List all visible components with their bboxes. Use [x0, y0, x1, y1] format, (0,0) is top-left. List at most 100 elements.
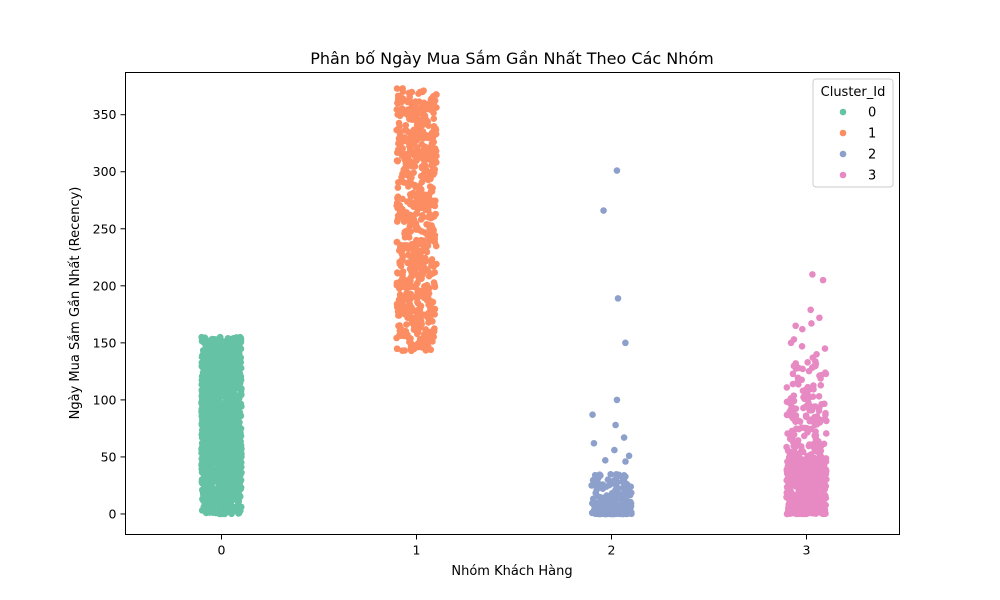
data-point — [216, 333, 224, 341]
data-point — [414, 203, 421, 210]
data-point — [198, 446, 205, 454]
data-point — [789, 370, 797, 378]
data-point — [216, 485, 223, 492]
data-point — [223, 444, 231, 451]
legend-frame — [812, 78, 894, 188]
y-tick-label: 200 — [93, 278, 117, 293]
data-point — [213, 449, 220, 456]
data-point — [809, 354, 817, 361]
data-point — [410, 126, 418, 134]
data-point — [427, 346, 435, 354]
data-point — [418, 178, 426, 186]
data-point — [402, 121, 410, 129]
x-axis-ticks: 0 1 2 3 — [218, 534, 810, 558]
data-point — [792, 322, 799, 330]
data-point — [817, 467, 824, 475]
data-point — [590, 501, 598, 509]
data-point — [783, 398, 791, 406]
data-point — [205, 508, 212, 516]
data-point — [794, 378, 801, 386]
data-point — [622, 339, 629, 347]
data-point — [822, 411, 829, 419]
data-point — [201, 426, 209, 434]
data-point — [211, 349, 218, 356]
data-point — [783, 443, 790, 451]
data-point — [791, 499, 798, 507]
data-point — [398, 329, 405, 336]
data-point — [432, 197, 439, 205]
data-point — [231, 439, 238, 447]
data-point — [198, 439, 206, 447]
y-axis-ticks: 0 50 100 150 200 250 300 350 — [93, 107, 126, 521]
data-point — [421, 201, 429, 209]
chart-title: Phân bố Ngày Mua Sắm Gần Nhất Theo Các N… — [310, 49, 713, 68]
data-point — [208, 440, 215, 448]
data-point — [816, 372, 823, 379]
data-point — [212, 416, 219, 423]
data-point — [816, 314, 823, 322]
legend-label: 1 — [868, 127, 876, 142]
y-axis-label: Ngày Mua Sắm Gần Nhất (Recency) — [68, 187, 83, 420]
data-point — [430, 115, 438, 122]
data-point — [234, 416, 241, 424]
data-point — [431, 145, 439, 152]
data-point — [427, 188, 435, 196]
data-point — [218, 402, 226, 410]
data-point — [394, 157, 401, 165]
data-point — [415, 148, 423, 155]
data-point — [396, 201, 404, 209]
data-point — [805, 442, 813, 450]
data-point — [396, 137, 404, 145]
data-point — [406, 338, 413, 346]
data-point — [415, 247, 423, 255]
data-point — [803, 424, 811, 432]
data-point — [412, 183, 419, 191]
data-point — [783, 467, 791, 475]
data-point — [421, 311, 429, 319]
data-point — [417, 129, 425, 137]
data-point — [224, 360, 232, 367]
data-point — [790, 362, 798, 370]
data-point — [589, 411, 596, 419]
data-point — [426, 183, 434, 190]
data-point — [428, 129, 436, 137]
data-point — [785, 500, 793, 508]
data-point — [218, 445, 226, 452]
data-point — [620, 504, 628, 512]
data-point — [233, 405, 241, 413]
data-point — [821, 400, 828, 408]
data-point — [399, 254, 406, 261]
y-tick-label: 0 — [109, 506, 117, 521]
data-point — [230, 449, 238, 457]
data-point — [418, 228, 426, 235]
data-point — [790, 456, 798, 464]
data-point — [410, 169, 417, 176]
data-point — [430, 263, 437, 270]
data-point — [792, 425, 800, 432]
data-point — [613, 167, 621, 174]
plot-area-frame — [125, 72, 900, 535]
data-point — [408, 347, 415, 355]
data-point — [215, 396, 222, 403]
data-point — [805, 367, 813, 375]
data-point — [215, 460, 222, 468]
data-point — [414, 190, 422, 197]
data-point — [423, 257, 430, 265]
data-point — [406, 93, 414, 101]
data-point — [790, 397, 798, 405]
data-point — [398, 213, 405, 221]
data-point — [428, 95, 436, 103]
data-point — [206, 470, 214, 478]
data-point — [601, 494, 609, 502]
data-point — [625, 452, 633, 460]
data-point — [609, 510, 617, 518]
data-point — [409, 265, 416, 272]
data-point — [410, 314, 418, 322]
data-point — [607, 503, 615, 510]
data-point — [399, 347, 406, 354]
data-point — [819, 483, 826, 490]
data-point — [226, 337, 233, 344]
data-point — [232, 506, 240, 514]
data-point — [612, 421, 619, 429]
data-point — [411, 163, 419, 170]
